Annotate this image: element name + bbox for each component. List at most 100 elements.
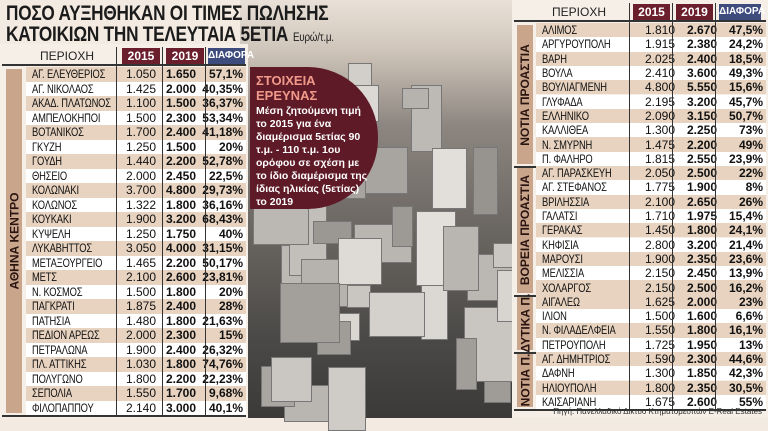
research-info-box: ΣΤΟΙΧΕΙΑ ΕΡΕΥΝΑΣ Μέση ζητούμενη τιμή το …: [250, 67, 378, 209]
area-name: ΣΕΠΟΛΙΑ: [32, 386, 72, 401]
area-name: Ν. ΚΟΣΜΟΣ: [32, 284, 83, 299]
area-name: ΓΟΥΔΗ: [32, 154, 62, 169]
price-diff: 41,18%: [202, 125, 243, 140]
table-row: ΑΙΓΑΛΕΩ 1.625 2.000 23%: [536, 294, 766, 309]
price-diff: 23,81%: [202, 270, 243, 285]
price-diff: 53,34%: [202, 110, 243, 125]
price-2019: 3.200: [686, 94, 717, 109]
price-2019: 1.800: [165, 313, 196, 328]
area-name: ΠΕΔΙΟΝ ΑΡΕΩΣ: [32, 328, 100, 343]
price-diff: 55%: [738, 394, 763, 409]
price-2015: 1.050: [125, 67, 156, 82]
table-row: ΓΑΛΑΤΣΙ 1.710 1.975 15,4%: [536, 208, 766, 224]
price-2019: 1.800: [165, 284, 196, 299]
price-2019: 1.850: [686, 366, 717, 381]
table-row: ΧΟΛΑΡΓΟΣ 2.150 2.500 16,2%: [536, 280, 766, 295]
price-2015: 1.800: [644, 380, 675, 395]
area-name: ΦΙΛΟΠΑΠΠΟΥ: [32, 400, 94, 415]
header-divider: [2, 64, 246, 66]
price-2019: 4.800: [165, 183, 196, 198]
price-diff: 52,78%: [202, 154, 243, 169]
area-name: ΑΓ. ΠΑΡΑΣΚΕΥΗ: [542, 166, 612, 181]
header-2019: 2019: [166, 48, 204, 64]
table-header: ΠΕΡΙΟΧΗ 2015 2019 ΔΙΑΦΟΡΑ: [512, 3, 768, 21]
table-row: ΚΑΛΛΙΘΕΑ 1.300 2.250 73%: [536, 123, 766, 138]
area-name: ΑΓ. ΝΙΚΟΛΑΟΣ: [32, 81, 94, 96]
price-2015: 2.090: [644, 108, 675, 123]
price-2019: 1.800: [686, 323, 717, 338]
price-2015: 1.875: [125, 299, 156, 314]
price-2015: 1.300: [644, 366, 675, 381]
area-name: ΠΕΤΡΟΥΠΟΛΗ: [542, 337, 606, 352]
table-row: ΑΓ. ΝΙΚΟΛΑΟΣ 1.425 2.000 40,35%: [26, 81, 246, 96]
price-2019: 5.550: [686, 80, 717, 95]
price-2015: 2.000: [125, 328, 156, 343]
price-2015: 2.150: [644, 266, 675, 281]
price-2015: 1.675: [644, 394, 675, 409]
table-row: ΒΑΡΗ 2.025 2.400 18,5%: [536, 51, 766, 66]
table-row: ΦΙΛΟΠΑΠΠΟΥ 2.140 3.000 40,1%: [26, 400, 246, 415]
price-diff: 8%: [745, 180, 763, 195]
group-label: ΒΟΡΕΙΑ ΠΡΟΑΣΤΙΑ: [517, 168, 533, 293]
price-diff: 22,5%: [208, 168, 243, 183]
price-2015: 1.500: [644, 309, 675, 324]
table-row: ΠΑΓΚΡΑΤΙ 1.875 2.400 28%: [26, 299, 246, 314]
table-row: ΠΕΤΡΟΥΠΟΛΗ 1.725 1.950 13%: [536, 337, 766, 352]
table-row: ΕΛΛΗΝΙΚΟ 2.090 3.150 50,7%: [536, 108, 766, 124]
price-diff: 15,4%: [728, 209, 763, 224]
price-2019: 2.600: [686, 394, 717, 409]
price-diff: 24,2%: [728, 37, 763, 52]
table-row: Ν. ΣΜΥΡΝΗ 1.475 2.200 49%: [536, 137, 766, 152]
price-diff: 18,5%: [728, 51, 763, 66]
price-diff: 26%: [738, 194, 763, 209]
area-name: ΑΙΓΑΛΕΩ: [542, 294, 580, 309]
table-row: ΠΛ. ΑΤΤΙΚΗΣ 1.030 1.800 74,76%: [26, 357, 246, 372]
price-2019: 2.200: [165, 255, 196, 270]
table-row: ΓΟΥΔΗ 1.440 2.200 52,78%: [26, 154, 246, 169]
price-diff: 40,1%: [208, 400, 243, 415]
price-diff: 74,76%: [202, 357, 243, 372]
price-2019: 1.950: [686, 337, 717, 352]
header-divider: [514, 20, 766, 22]
price-diff: 29,73%: [202, 183, 243, 198]
header-diff: ΔΙΑΦΟΡΑ: [208, 48, 254, 64]
area-name: ΠΟΛΥΓΩΝΟ: [32, 371, 83, 386]
price-2019: 2.500: [686, 166, 717, 181]
area-name: ΑΓ. ΕΛΕΥΘΕΡΙΟΣ: [32, 67, 106, 82]
building-shape: [431, 148, 468, 210]
table-row: ΑΜΠΕΛΟΚΗΠΟΙ 1.500 2.300 53,34%: [26, 110, 246, 125]
price-diff: 20%: [218, 284, 243, 299]
price-2019: 1.500: [165, 96, 196, 111]
area-name: ΑΡΓΥΡΟΥΠΟΛΗ: [542, 37, 611, 52]
column-divider: [162, 47, 163, 415]
price-2015: 2.800: [644, 237, 675, 252]
table-row: ΜΕΛΙΣΣΙΑ 2.150 2.450 13,9%: [536, 266, 766, 281]
price-2019: 2.550: [686, 151, 717, 166]
table-row: ΑΓ. ΔΗΜΗΤΡΙΟΣ 1.590 2.300 44,6%: [536, 351, 766, 367]
price-2019: 3.000: [165, 400, 196, 415]
price-diff: 22%: [738, 166, 763, 181]
header-2019: 2019: [676, 4, 713, 20]
group-label-text: ΑΘΗΝΑ ΚΕΝΤΡΟ: [7, 192, 22, 290]
price-2019: 1.700: [165, 386, 196, 401]
table-row: ΚΟΛΩΝΟΣ 1.322 1.800 36,16%: [26, 197, 246, 212]
table-header: ΠΕΡΙΟΧΗ 2015 2019 ΔΙΑΦΟΡΑ: [0, 47, 254, 65]
table-row: Ν. ΚΟΣΜΟΣ 1.500 1.800 20%: [26, 284, 246, 299]
price-diff: 49,3%: [728, 66, 763, 81]
price-2015: 1.475: [644, 137, 675, 152]
area-name: ΔΑΦΝΗ: [542, 366, 575, 381]
header-2015: 2015: [633, 4, 670, 20]
price-2019: 2.380: [686, 37, 717, 52]
column-divider: [205, 47, 206, 415]
group-label: ΝΟΤΙΑ Π.: [517, 353, 533, 408]
area-name: ΕΛΛΗΝΙΚΟ: [542, 108, 589, 123]
table-row: ΒΟΥΛΑ 2.410 3.600 49,3%: [536, 65, 766, 81]
price-2015: 2.410: [644, 66, 675, 81]
column-divider: [629, 3, 630, 410]
price-2019: 2.450: [165, 168, 196, 183]
area-name: ΙΛΙΟΝ: [542, 309, 567, 324]
price-2015: 2.025: [644, 51, 675, 66]
price-2015: 1.550: [125, 386, 156, 401]
price-diff: 28%: [218, 299, 243, 314]
price-diff: 16,2%: [728, 280, 763, 295]
